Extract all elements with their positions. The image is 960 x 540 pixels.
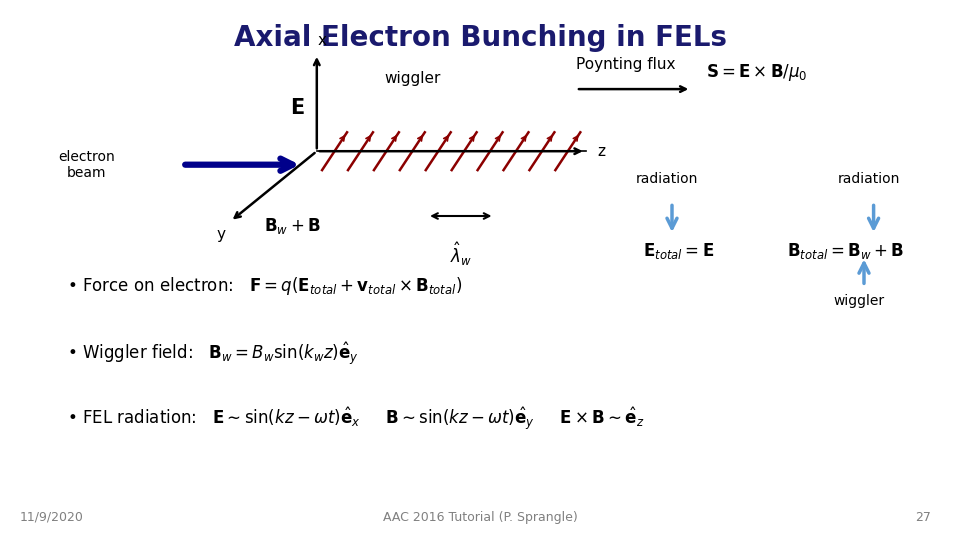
Text: $\mathbf{S} = \mathbf{E} \times \mathbf{B} / \mu_0$: $\mathbf{S} = \mathbf{E} \times \mathbf{… <box>706 63 807 83</box>
Text: 11/9/2020: 11/9/2020 <box>19 511 84 524</box>
Text: • Force on electron:   $\mathbf{F} = q(\mathbf{E}_{total} + \mathbf{v}_{total} \: • Force on electron: $\mathbf{F} = q(\ma… <box>67 275 463 297</box>
Text: wiggler: wiggler <box>833 294 885 308</box>
Text: $\mathbf{E}_{total} = \mathbf{E}$: $\mathbf{E}_{total} = \mathbf{E}$ <box>643 241 714 261</box>
Text: radiation: radiation <box>636 172 698 186</box>
Text: x: x <box>317 32 326 48</box>
Text: Axial Electron Bunching in FELs: Axial Electron Bunching in FELs <box>233 24 727 52</box>
Text: • FEL radiation:   $\mathbf{E} \sim \sin(kz - \omega t)\hat{\mathbf{e}}_x$     $: • FEL radiation: $\mathbf{E} \sim \sin(k… <box>67 405 644 432</box>
Text: y: y <box>217 227 226 242</box>
Text: electron
beam: electron beam <box>58 150 115 180</box>
Text: • Wiggler field:   $\mathbf{B}_w = B_w \sin(k_w z)\hat{\mathbf{e}}_y$: • Wiggler field: $\mathbf{B}_w = B_w \si… <box>67 340 359 367</box>
Text: $\mathbf{B}_{total} = \mathbf{B}_w + \mathbf{B}$: $\mathbf{B}_{total} = \mathbf{B}_w + \ma… <box>787 241 904 261</box>
Text: wiggler: wiggler <box>385 71 441 86</box>
Text: $\mathbf{B}_w + \mathbf{B}$: $\mathbf{B}_w + \mathbf{B}$ <box>264 215 322 236</box>
Text: $\mathbf{E}$: $\mathbf{E}$ <box>290 98 305 118</box>
Text: AAC 2016 Tutorial (P. Sprangle): AAC 2016 Tutorial (P. Sprangle) <box>383 511 577 524</box>
Text: Poynting flux: Poynting flux <box>576 57 676 72</box>
Text: 27: 27 <box>915 511 931 524</box>
Text: $\hat{\lambda}_w$: $\hat{\lambda}_w$ <box>449 240 472 268</box>
Text: radiation: radiation <box>838 172 900 186</box>
Text: z: z <box>597 144 605 159</box>
